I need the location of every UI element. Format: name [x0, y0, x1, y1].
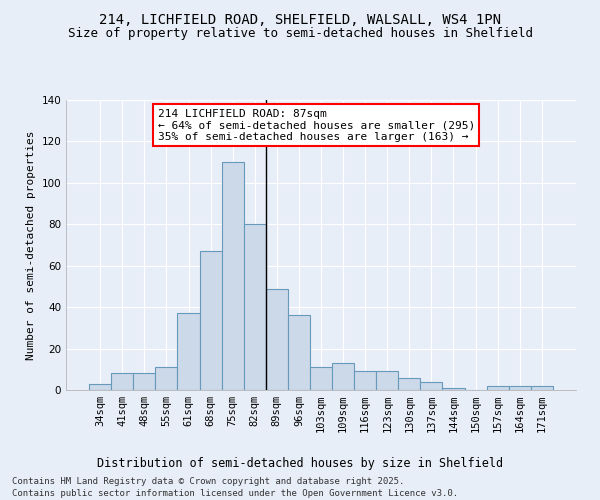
Bar — [332, 363, 354, 390]
Bar — [531, 386, 553, 390]
Bar — [133, 374, 155, 390]
Text: 214 LICHFIELD ROAD: 87sqm
← 64% of semi-detached houses are smaller (295)
35% of: 214 LICHFIELD ROAD: 87sqm ← 64% of semi-… — [158, 108, 475, 142]
Bar — [487, 386, 509, 390]
Bar — [442, 388, 464, 390]
Bar — [178, 314, 200, 390]
Bar — [509, 386, 531, 390]
Bar — [354, 372, 376, 390]
Bar — [310, 367, 332, 390]
Text: Contains HM Land Registry data © Crown copyright and database right 2025.
Contai: Contains HM Land Registry data © Crown c… — [12, 476, 458, 498]
Bar — [221, 162, 244, 390]
Bar — [200, 251, 221, 390]
Bar — [421, 382, 442, 390]
Bar — [89, 384, 111, 390]
Y-axis label: Number of semi-detached properties: Number of semi-detached properties — [26, 130, 36, 360]
Bar — [266, 288, 288, 390]
Bar — [398, 378, 421, 390]
Text: 214, LICHFIELD ROAD, SHELFIELD, WALSALL, WS4 1PN: 214, LICHFIELD ROAD, SHELFIELD, WALSALL,… — [99, 12, 501, 26]
Text: Size of property relative to semi-detached houses in Shelfield: Size of property relative to semi-detach… — [67, 28, 533, 40]
Bar — [155, 367, 178, 390]
Bar — [111, 374, 133, 390]
Bar — [288, 316, 310, 390]
Bar — [376, 372, 398, 390]
Bar — [244, 224, 266, 390]
Text: Distribution of semi-detached houses by size in Shelfield: Distribution of semi-detached houses by … — [97, 458, 503, 470]
